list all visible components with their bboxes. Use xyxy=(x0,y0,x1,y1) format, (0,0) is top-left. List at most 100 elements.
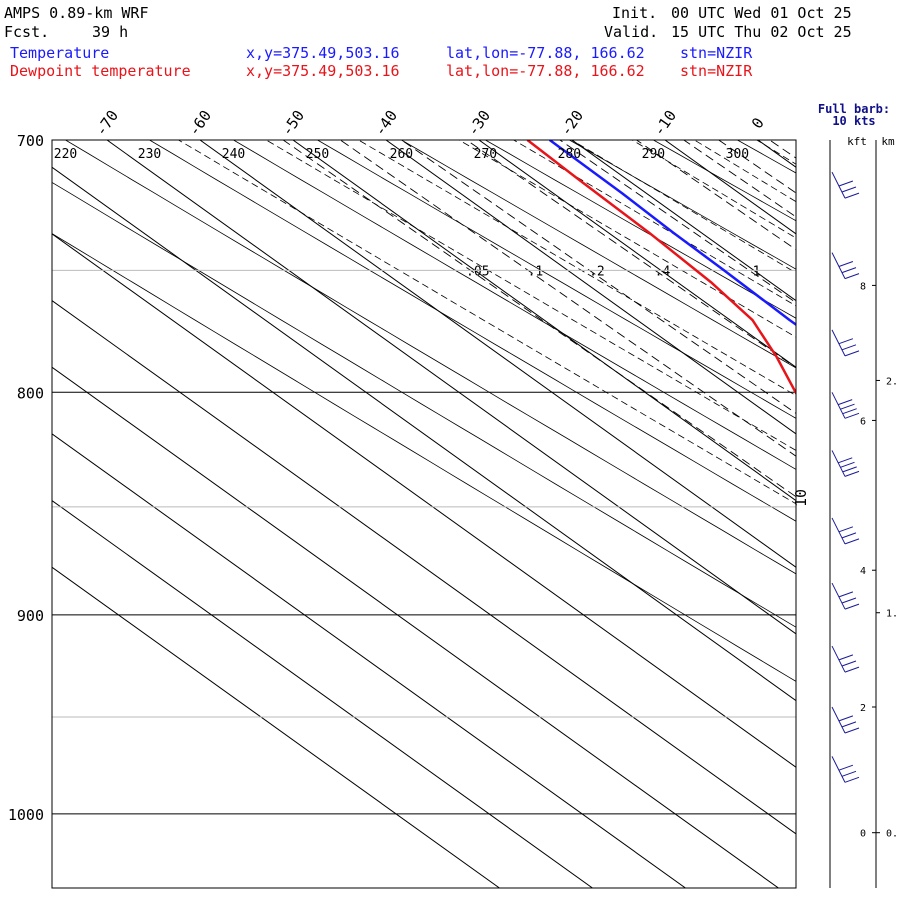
wind-barb-feather xyxy=(844,727,860,734)
km-tick-label: 1. xyxy=(886,609,898,620)
mixing-ratio-line xyxy=(340,140,796,457)
wind-barb-feather xyxy=(838,715,854,722)
legend-temperature-latlon: lat,lon=-77.88, 166.62 xyxy=(446,44,645,62)
legend-dewpoint-latlon: lat,lon=-77.88, 166.62 xyxy=(446,62,645,80)
moist-adiabat-line xyxy=(265,140,796,451)
isotherm-line xyxy=(52,366,779,888)
dry-adiabat-line xyxy=(569,140,796,270)
dry-adiabat-line xyxy=(233,140,796,470)
wind-barb-staff xyxy=(831,645,846,673)
isotherm-line xyxy=(52,299,796,835)
wind-barb-feather xyxy=(841,532,857,539)
wind-barb-staff xyxy=(831,706,846,734)
moist-adiabat-line xyxy=(571,140,796,274)
wind-barb-feather xyxy=(841,267,857,274)
wind-barb-feather xyxy=(844,603,860,610)
wind-barb-feather xyxy=(844,666,860,673)
isotherm-label: -60 xyxy=(185,107,215,140)
forecast-label: Fcst. xyxy=(4,23,50,41)
legend-temperature-xy: x,y=375.49,503.16 xyxy=(246,44,400,62)
isotherm-line xyxy=(52,433,686,888)
wind-barb-feather xyxy=(841,186,857,193)
mixing-ratio-label: 1 xyxy=(753,264,761,279)
wind-barb-feather xyxy=(844,350,860,357)
mixing-ratio-label: .2 xyxy=(589,264,605,279)
dry-adiabat-label: 300 xyxy=(726,147,749,162)
mixing-ratio-line xyxy=(559,140,796,304)
wind-barb-feather xyxy=(838,654,854,661)
legend-dewpoint-xy: x,y=375.49,503.16 xyxy=(246,62,400,80)
wind-barb-feather xyxy=(838,591,854,598)
wind-panel-title: Full barb: xyxy=(818,102,890,116)
legend-dewpoint-station: stn=NZIR xyxy=(680,62,753,80)
wind-barb-feather xyxy=(838,180,854,187)
wind-barb-feather xyxy=(840,461,855,468)
wind-panel-km-header: km xyxy=(881,135,895,148)
wind-barb-feather xyxy=(844,412,860,419)
wind-barb-feather xyxy=(840,403,855,410)
dry-adiabat-label: 220 xyxy=(54,147,77,162)
wind-barb-staff xyxy=(831,582,846,610)
pressure-tick-label: 800 xyxy=(17,384,44,402)
isotherm-line xyxy=(385,140,796,435)
kft-tick-label: 0 xyxy=(860,829,866,840)
kft-tick-label: 6 xyxy=(860,416,866,427)
wind-barb-feather xyxy=(841,597,857,604)
kft-tick-label: 4 xyxy=(860,566,866,577)
wind-barb-staff xyxy=(831,329,846,357)
pressure-tick-label: 900 xyxy=(17,607,44,625)
wind-panel-unit: 10 kts xyxy=(832,114,875,128)
isotherm-line xyxy=(757,140,796,168)
isotherm-label: -10 xyxy=(650,107,680,140)
wind-barb-feather xyxy=(842,466,857,473)
mixing-ratio-line xyxy=(282,140,796,498)
mixing-ratio-line xyxy=(769,140,796,159)
wind-barb-feather xyxy=(838,526,854,533)
mixing-ratio-line xyxy=(718,140,796,194)
wind-barb-feather xyxy=(844,776,860,783)
moist-adiabat-line xyxy=(756,140,796,165)
isotherm-line xyxy=(478,140,796,368)
dry-adiabat-line xyxy=(401,140,796,369)
wind-barb-feather xyxy=(841,660,857,667)
dry-adiabat-line xyxy=(485,140,796,319)
wind-barb-feather xyxy=(838,399,853,406)
wind-barb-feather xyxy=(842,408,857,415)
isotherm-label: -40 xyxy=(371,107,401,140)
valid-label: Valid. xyxy=(604,23,659,41)
wind-barb-staff xyxy=(831,517,846,545)
dry-adiabat-line xyxy=(52,233,796,682)
isotherm-line xyxy=(106,140,796,635)
axis-labels: 700 800 900 1000 220 230 240 250 260 270 280 290 300… xyxy=(8,107,810,824)
wind-barb-feather xyxy=(841,721,857,728)
dry-adiabat-line xyxy=(821,140,900,888)
pressure-tick-label: 1000 xyxy=(8,806,44,824)
wind-barb-feather xyxy=(838,338,854,345)
moist-adiabat-line xyxy=(877,140,900,888)
plot-frame xyxy=(51,139,797,889)
km-tick-label: 2. xyxy=(886,376,898,387)
wind-barb-staff xyxy=(831,171,846,199)
moist-adiabat-line xyxy=(358,140,796,397)
dry-adiabat-label: 240 xyxy=(222,147,245,162)
dry-adiabat-label: 230 xyxy=(138,147,161,162)
wind-barb-feather xyxy=(844,470,860,477)
isotherm-label: -20 xyxy=(557,107,587,140)
wind-barb-feather xyxy=(844,538,860,545)
wind-barb-feather xyxy=(844,192,860,199)
mixing-ratio-line xyxy=(466,140,796,369)
kft-tick-label: 8 xyxy=(860,281,866,292)
isotherm-line xyxy=(52,499,593,888)
dry-adiabat-line xyxy=(317,140,796,419)
isotherm-line xyxy=(199,140,796,568)
wind-barb-feather xyxy=(838,764,854,771)
mixing-ratio-label: 3 xyxy=(877,264,885,279)
wind-barb-feather xyxy=(838,457,853,464)
wind-barb-staff xyxy=(831,392,846,419)
isotherm-label: 0 xyxy=(748,114,768,132)
init-value: 00 UTC Wed 01 Oct 25 xyxy=(671,4,852,22)
kft-tick-label: 2 xyxy=(860,703,866,714)
valid-value: 15 UTC Thu 02 Oct 25 xyxy=(671,23,852,41)
wind-barb-feather xyxy=(841,770,857,777)
